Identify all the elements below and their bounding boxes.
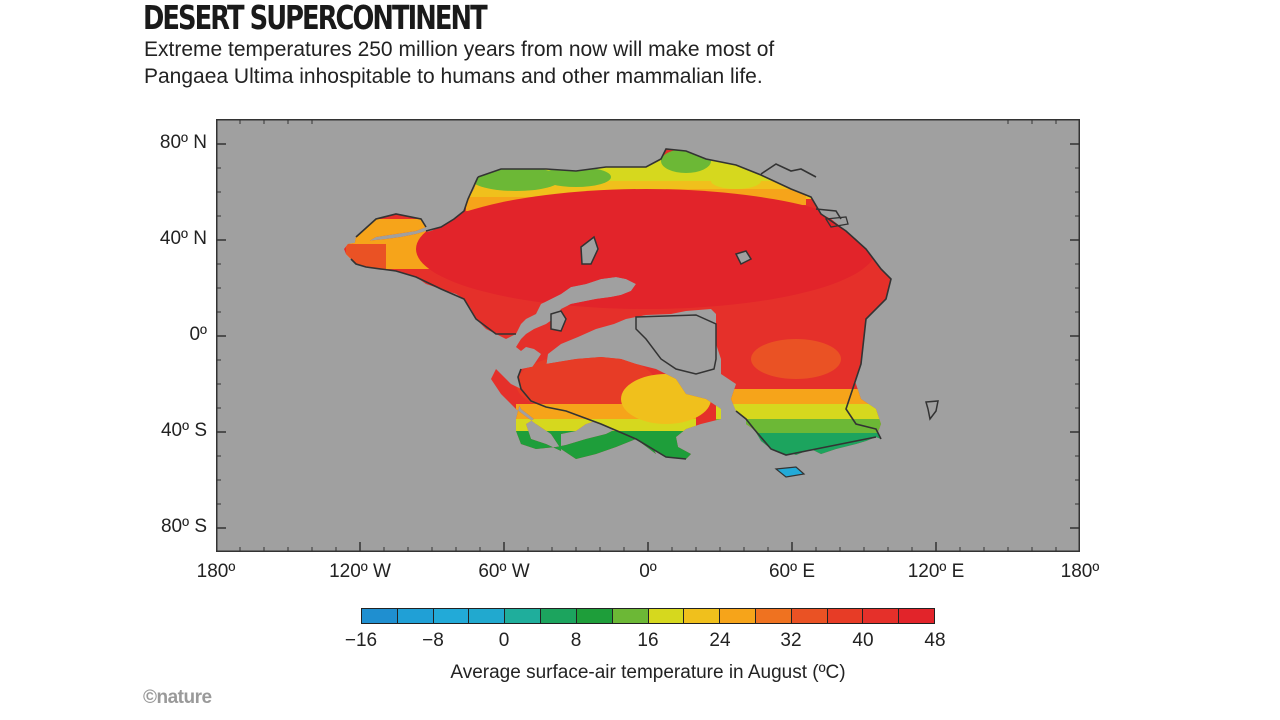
map-axes	[216, 119, 1080, 552]
map-plot-area	[216, 119, 1080, 552]
colorbar-tick: 32	[780, 630, 802, 651]
colorbar-segment	[899, 609, 934, 623]
colorbar-segment	[755, 609, 792, 623]
x-label-0: 0º	[639, 561, 657, 582]
y-label-40n: 40º N	[159, 228, 207, 249]
island-south	[774, 466, 806, 478]
colorbar-label: Average surface-air temperature in Augus…	[450, 662, 846, 683]
x-label-180w: 180º	[196, 561, 236, 582]
colorbar-tick: −8	[422, 630, 444, 651]
chart-subtitle: Extreme temperatures 250 million years f…	[144, 36, 904, 90]
colorbar-segment	[612, 609, 649, 623]
nature-logo: ©nature	[143, 687, 212, 708]
colorbar-tick: 24	[709, 630, 731, 651]
colorbar-tick: 48	[924, 630, 946, 651]
x-label-120e: 120º E	[907, 561, 965, 582]
colorbar-segment	[541, 609, 577, 623]
colorbar-segment	[433, 609, 470, 623]
colorbar-segment	[576, 609, 613, 623]
colorbar-segment	[863, 609, 900, 623]
colorbar-segment	[684, 609, 721, 623]
y-label-40s: 40º S	[160, 420, 207, 441]
y-label-80n: 80º N	[159, 132, 207, 153]
colorbar-tick: −16	[344, 630, 378, 651]
subtitle-line-1: Extreme temperatures 250 million years f…	[144, 38, 775, 61]
island-east	[925, 400, 939, 421]
colorbar-segment	[505, 609, 542, 623]
colorbar	[361, 608, 935, 624]
colorbar-tick: 8	[570, 630, 582, 651]
x-label-60e: 60º E	[768, 561, 816, 582]
colorbar-segment	[397, 609, 434, 623]
y-label-0: 0º	[189, 324, 207, 345]
colorbar-tick: 40	[852, 630, 874, 651]
colorbar-segment	[791, 609, 828, 623]
colorbar-tick: 16	[637, 630, 659, 651]
subtitle-line-2: Pangaea Ultima inhospitable to humans an…	[144, 65, 763, 88]
x-label-120w: 120º W	[329, 561, 391, 582]
chart-title: DESERT SUPERCONTINENT	[143, 0, 488, 37]
colorbar-segment	[469, 609, 506, 623]
x-label-180e: 180º	[1060, 561, 1100, 582]
x-label-60w: 60º W	[478, 561, 530, 582]
colorbar-segment	[362, 609, 398, 623]
colorbar-tick: 0	[498, 630, 510, 651]
temperature-map	[216, 119, 1080, 552]
colorbar-segment	[648, 609, 685, 623]
colorbar-segment	[720, 609, 756, 623]
coastlines	[350, 148, 892, 460]
y-label-80s: 80º S	[160, 516, 207, 537]
colorbar-segment	[827, 609, 864, 623]
